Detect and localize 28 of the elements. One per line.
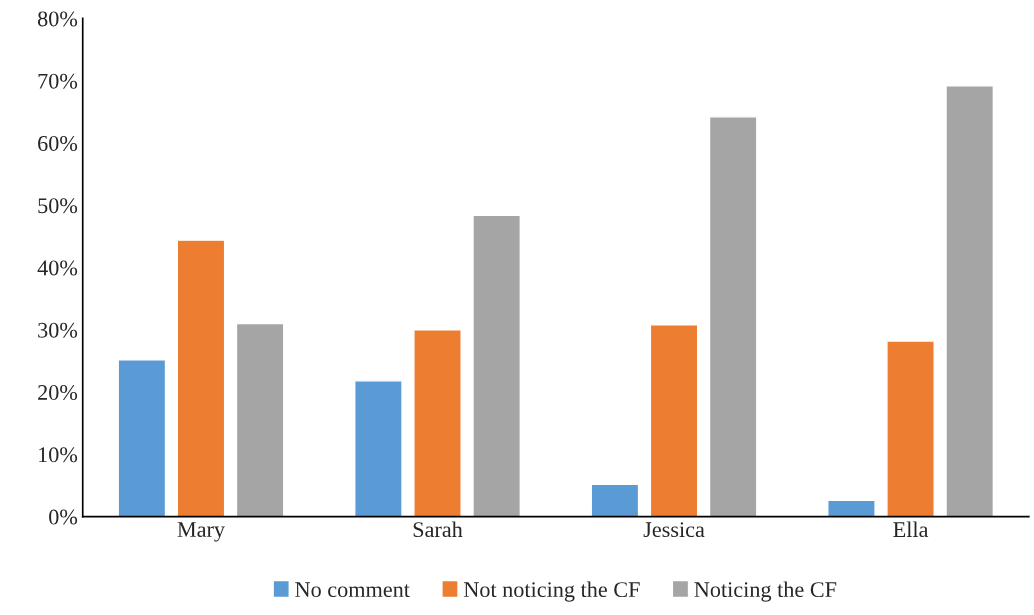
legend-label: No comment (295, 582, 410, 598)
bar (827, 499, 876, 517)
y-tick-label: 40% (37, 260, 78, 276)
x-tick-label: Mary (177, 522, 225, 542)
bar (708, 116, 758, 517)
bar (354, 380, 403, 517)
y-tick-label: 30% (38, 322, 78, 338)
y-tick-label: 80% (37, 11, 78, 27)
bar (413, 329, 462, 517)
y-tick-label: 20% (38, 384, 78, 401)
y-tick-label: 50% (38, 198, 78, 214)
x-tick-label: Ella (893, 521, 929, 538)
y-tick-label: 60% (38, 135, 78, 151)
legend-label: Noticing the CF (694, 581, 837, 602)
bar (235, 322, 285, 517)
bar (590, 483, 640, 517)
y-tick-label: 0% (49, 509, 78, 525)
y-tick-label: 10% (39, 447, 78, 463)
y-tick-label: 70% (38, 73, 78, 89)
bar (472, 214, 521, 517)
bar (117, 358, 167, 517)
bar (945, 85, 995, 517)
bar (176, 239, 226, 517)
x-tick-label: Jessica (643, 522, 705, 538)
bar (886, 340, 935, 517)
bar (649, 324, 699, 517)
x-tick-label: Sarah (413, 521, 463, 538)
legend-label: Not noticing the CF (463, 581, 640, 602)
